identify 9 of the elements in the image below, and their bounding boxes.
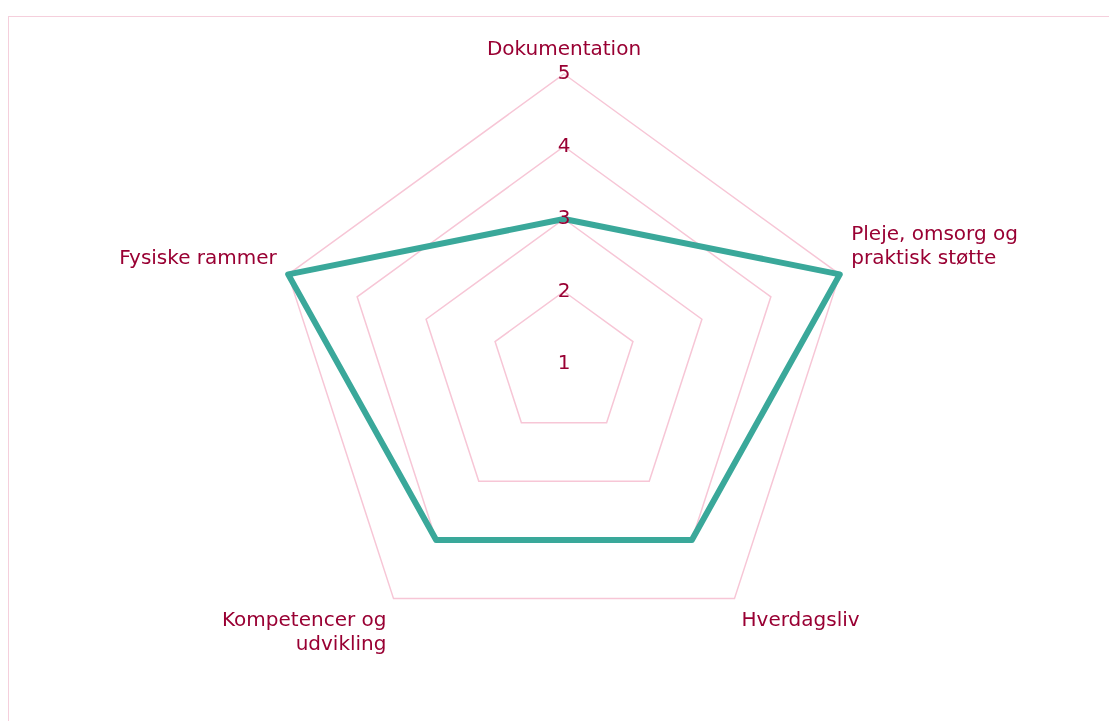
y-tick-label: 4 (557, 132, 571, 157)
y-tick-label: 5 (557, 60, 571, 85)
spoke-label: Hverdagsliv (741, 606, 860, 631)
spoke-label: Kompetencer og udvikling (222, 606, 387, 655)
y-tick-label: 1 (557, 350, 571, 375)
spoke-label: Pleje, omsorg og praktisk støtte (851, 220, 1018, 269)
y-tick-label: 2 (557, 277, 571, 302)
spoke-label: Dokumentation (486, 36, 642, 61)
spoke-label: Fysiske rammer (119, 244, 278, 269)
